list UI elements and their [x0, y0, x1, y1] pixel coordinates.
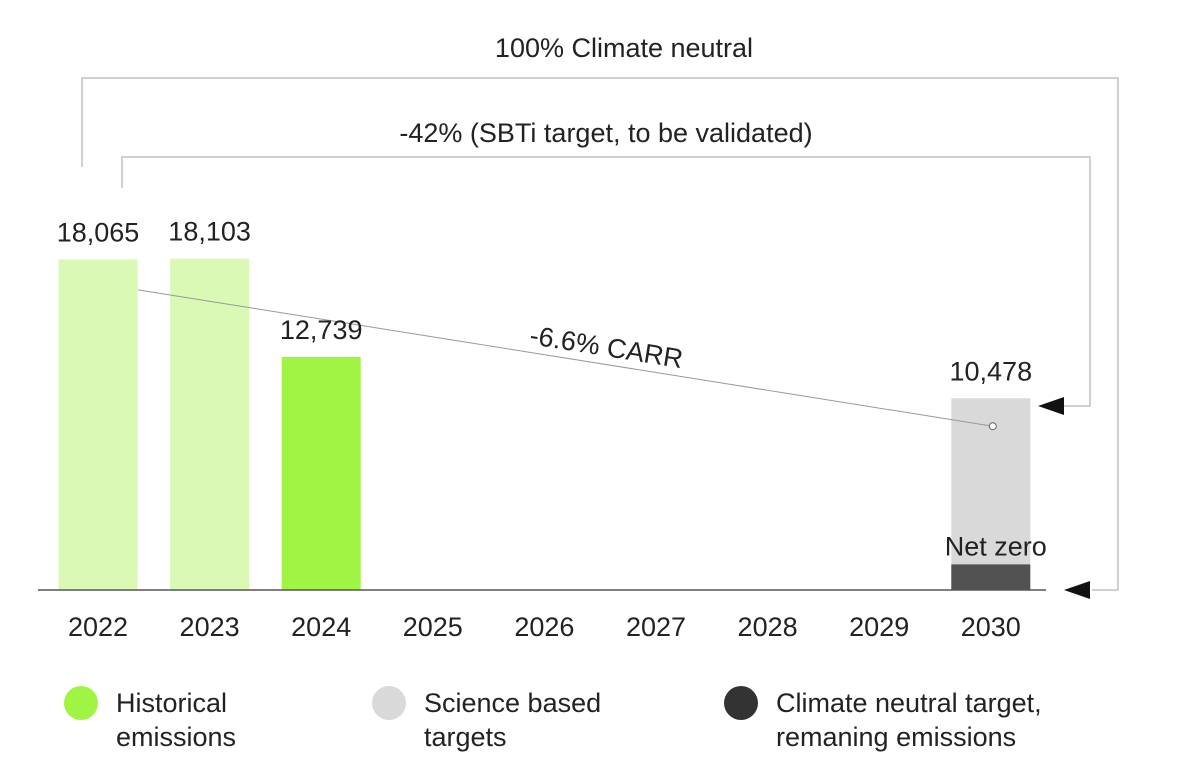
legend-historical: Historical emissions — [64, 686, 236, 754]
legend-climate-neutral-swatch — [724, 686, 758, 720]
sbti-target-annotation: -42% (SBTi target, to be validated) — [399, 118, 812, 148]
legend-science-based-swatch — [372, 686, 406, 720]
bar-climate-neutral-2030 — [951, 564, 1031, 590]
value-label-2022: 18,065 — [57, 217, 140, 247]
legend-historical-label: Historical emissions — [116, 688, 237, 752]
sbti-target-arrow — [1038, 397, 1064, 415]
emissions-chart: 100% Climate neutral -42% (SBTi target, … — [38, 33, 1119, 642]
legend-climate-neutral: Climate neutral target, remaning emissio… — [724, 686, 1042, 754]
legend-science-based-label: Science based targets — [424, 688, 602, 752]
bar-historical-2022 — [58, 259, 138, 590]
tick-label-2024: 2024 — [291, 612, 351, 642]
climate-neutral-bracket — [81, 77, 1119, 591]
trend-line — [137, 289, 993, 427]
tick-label-2025: 2025 — [403, 612, 463, 642]
value-label-2024: 12,739 — [280, 315, 363, 345]
tick-label-2022: 2022 — [68, 612, 128, 642]
net-zero-label: Net zero — [945, 531, 1047, 561]
bars-group — [58, 258, 1031, 590]
bar-science-based-2030 — [951, 398, 1031, 590]
tick-label-2029: 2029 — [849, 612, 909, 642]
tick-label-2030: 2030 — [961, 612, 1021, 642]
trend-group: -6.6% CARR — [137, 289, 997, 431]
value-labels-group: 18,065 18,103 12,739 Net zero 10,478 — [57, 217, 1047, 562]
x-axis-ticks: 2022 2023 2024 2025 2026 2027 2028 2029 2030 — [68, 612, 1021, 642]
sbti-target-bracket — [121, 156, 1091, 407]
climate-neutral-annotation: 100% Climate neutral — [495, 33, 753, 63]
value-label-2023: 18,103 — [168, 217, 251, 247]
tick-label-2028: 2028 — [738, 612, 798, 642]
tick-label-2027: 2027 — [626, 612, 686, 642]
tick-label-2026: 2026 — [514, 612, 574, 642]
value-label-2030: 10,478 — [950, 356, 1033, 386]
bar-historical-2023 — [170, 258, 250, 590]
trend-end-marker — [988, 422, 997, 431]
bar-historical-2024 — [281, 356, 361, 590]
legend-climate-neutral-label: Climate neutral target, remaning emissio… — [776, 688, 1042, 752]
trend-label: -6.6% CARR — [528, 320, 685, 374]
legend-historical-swatch — [64, 686, 98, 720]
climate-neutral-arrow — [1064, 581, 1090, 599]
tick-label-2023: 2023 — [180, 612, 240, 642]
legend-science-based: Science based targets — [372, 686, 601, 754]
